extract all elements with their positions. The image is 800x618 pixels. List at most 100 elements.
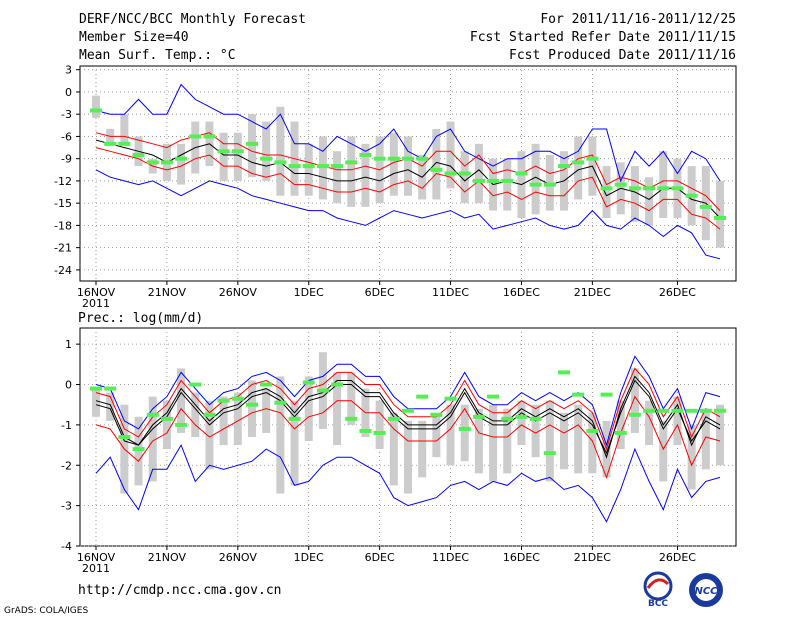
x-tick-label: 1DEC <box>294 551 324 564</box>
series-mean-line <box>95 139 721 219</box>
obs-marker <box>118 435 131 439</box>
obs-marker <box>714 215 726 220</box>
ensemble-bar <box>233 392 242 446</box>
obs-marker <box>614 182 627 187</box>
obs-marker <box>643 186 656 191</box>
obs-marker <box>572 160 585 165</box>
obs-marker <box>331 164 344 169</box>
obs-marker <box>132 447 145 452</box>
ensemble-bar <box>701 408 710 470</box>
obs-marker <box>402 156 414 161</box>
series-mean_secondary-line <box>95 379 721 455</box>
x-tick-label: 1DEC <box>294 286 324 299</box>
ensemble-bar <box>588 412 597 474</box>
ensemble-bar <box>361 143 370 207</box>
obs-marker <box>274 400 287 405</box>
obs-marker <box>487 394 500 399</box>
x-tick-label: 16DEC <box>503 551 540 564</box>
ensemble-bar <box>716 404 724 466</box>
obs-marker <box>246 141 258 146</box>
y-tick-label: -6 <box>61 130 72 143</box>
obs-marker <box>628 412 641 417</box>
ensemble-bar <box>446 404 455 466</box>
ensemble-bar <box>177 368 186 433</box>
obs-marker <box>146 412 159 417</box>
x-tick-label: 21DEC <box>574 551 611 564</box>
obs-marker <box>387 156 400 161</box>
obs-marker <box>260 382 273 387</box>
obs-marker <box>572 392 585 397</box>
obs-marker <box>699 408 712 413</box>
x-tick-label: 16NOV <box>77 286 116 299</box>
obs-marker <box>515 171 528 176</box>
grads-credit: GrADS: COLA/IGES <box>4 606 89 616</box>
x-tick-label: 6DEC <box>365 551 395 564</box>
obs-marker <box>288 164 301 169</box>
obs-marker <box>529 416 542 421</box>
ensemble-bar <box>262 121 271 181</box>
x-tick-label: 21NOV <box>148 551 187 564</box>
ensemble-bar <box>92 95 100 118</box>
obs-marker <box>345 160 358 165</box>
series-lower-line <box>95 395 721 479</box>
ncc-logo-text: NCC <box>694 586 718 597</box>
obs-marker <box>146 160 159 165</box>
obs-marker <box>387 416 400 421</box>
ensemble-bar <box>673 396 682 446</box>
ensemble-bar <box>531 143 540 215</box>
ensemble-bar <box>460 151 469 204</box>
ensemble-bar <box>219 396 228 446</box>
obs-marker <box>288 416 301 421</box>
obs-marker <box>657 186 670 191</box>
y-tick-label: 1 <box>65 338 72 351</box>
source-url[interactable]: http://cmdp.ncc.cma.gov.cn <box>78 583 282 598</box>
ensemble-bar <box>659 420 668 482</box>
ensemble-bar <box>432 129 441 200</box>
ensemble-bar <box>304 376 313 442</box>
ensemble-bar <box>290 400 299 486</box>
x-tick-label: 26DEC <box>659 286 696 299</box>
obs-marker <box>543 451 556 456</box>
obs-marker <box>685 193 698 198</box>
obs-marker <box>501 178 514 183</box>
x-tick-label: 21NOV <box>148 286 187 299</box>
obs-marker <box>189 134 202 139</box>
x-tick-label: 26NOV <box>219 286 258 299</box>
obs-marker <box>444 396 457 401</box>
ensemble-bar <box>716 180 724 248</box>
ensemble-bar <box>276 106 285 196</box>
x-tick-label: 6DEC <box>365 286 395 299</box>
ensemble-bar <box>92 388 100 417</box>
obs-marker <box>373 156 386 161</box>
obs-marker <box>373 430 386 435</box>
obs-marker <box>118 141 131 146</box>
x-tick-label: 26DEC <box>659 551 696 564</box>
x-tick-label: 26NOV <box>219 551 258 564</box>
ensemble-bar <box>474 143 483 204</box>
obs-marker <box>600 186 613 191</box>
chart-title: DERF/NCC/BCC Monthly Forecast <box>79 12 306 27</box>
ensemble-bar <box>233 132 242 181</box>
logos: BCC NCC <box>643 571 723 609</box>
y-tick-label: -2 <box>61 459 72 472</box>
ensemble-bar <box>120 114 129 144</box>
ensemble-bar <box>503 158 512 211</box>
obs-marker <box>600 392 613 397</box>
obs-marker <box>160 416 173 421</box>
ensemble-bar <box>106 392 115 421</box>
y-tick-label: -24 <box>54 264 72 277</box>
ensemble-bar <box>404 420 412 494</box>
ensemble-bar <box>134 416 143 486</box>
series-lower-line <box>95 147 721 230</box>
ensemble-bar <box>645 177 654 226</box>
ensemble-bar <box>432 412 441 458</box>
obs-marker <box>331 382 344 387</box>
prec-title: Prec.: log(mm/d) <box>78 311 203 326</box>
y-tick-label: -4 <box>61 540 72 553</box>
obs-marker <box>501 416 514 421</box>
ensemble-bar <box>616 400 625 450</box>
x-tick-label: 21DEC <box>574 286 611 299</box>
obs-marker <box>231 396 244 401</box>
ensemble-bar <box>687 424 696 490</box>
obs-marker <box>558 164 570 169</box>
